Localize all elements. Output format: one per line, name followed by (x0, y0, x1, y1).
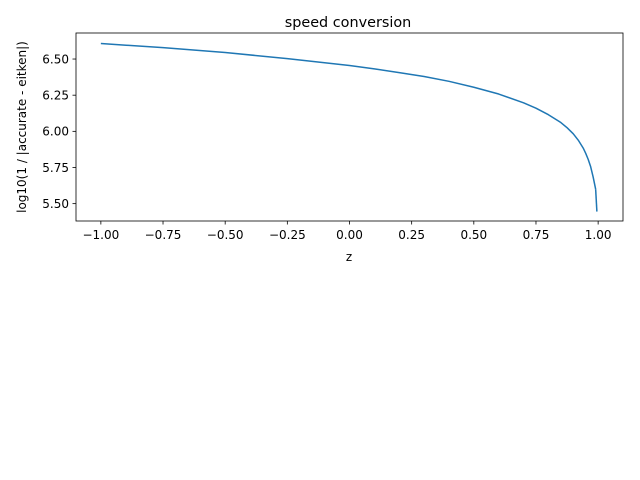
x-tick-label: 1.00 (585, 228, 612, 242)
x-tick-label: −0.50 (207, 228, 244, 242)
y-tick-label: 6.25 (42, 88, 69, 102)
x-tick-label: −0.75 (145, 228, 182, 242)
x-axis: −1.00 −0.75 −0.50 −0.25 0.00 0.25 0.50 0.75 1.00 (82, 221, 611, 242)
x-tick-label: 0.50 (460, 228, 487, 242)
y-tick-label: 5.75 (42, 161, 69, 175)
y-tick-label: 6.50 (42, 52, 69, 66)
series-line-1 (594, 189, 598, 212)
y-tick-label: 5.50 (42, 197, 69, 211)
x-axis-label: z (346, 250, 352, 264)
y-axis: 5.50 5.75 6.00 6.25 6.50 (42, 52, 76, 211)
series-line-0 (100, 42, 597, 190)
x-tick-label: −1.00 (82, 228, 119, 242)
x-tick-label: 0.75 (523, 228, 550, 242)
y-tick-label: 6.00 (42, 125, 69, 139)
x-tick-label: −0.25 (269, 228, 306, 242)
chart-title: speed conversion (285, 15, 412, 31)
x-tick-label: 0.00 (336, 228, 363, 242)
x-tick-label: 0.25 (398, 228, 425, 242)
plot-area (100, 42, 598, 212)
y-axis-label: log10(1 / |accurate - eitken|) (15, 41, 29, 213)
